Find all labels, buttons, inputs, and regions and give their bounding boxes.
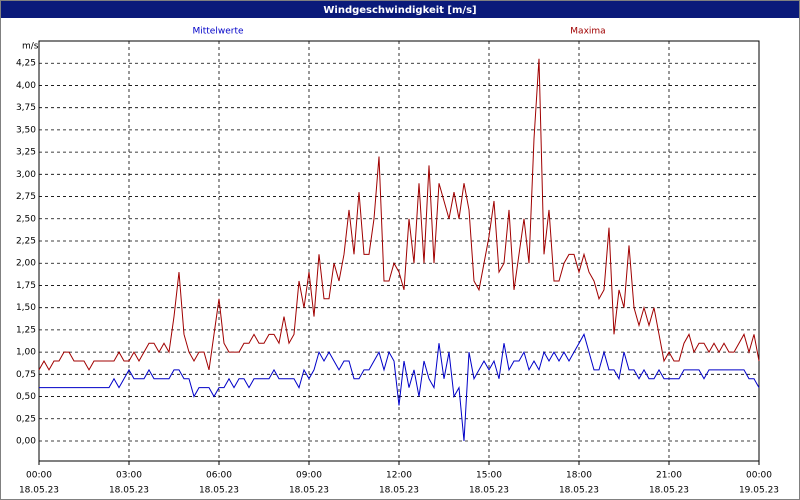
x-tick-label: 00:00 <box>26 471 52 481</box>
x-tick-label: 09:00 <box>296 471 322 481</box>
legend-entry: Mittelwerte <box>192 27 243 37</box>
y-tick-label: 4,25 <box>16 59 36 69</box>
y-tick-label: 4,00 <box>16 81 36 91</box>
y-tick-label: 3,25 <box>16 148 36 158</box>
chart-title: Windgeschwindigkeit [m/s] <box>323 5 476 16</box>
x-tick-date: 18.05.23 <box>559 486 599 496</box>
y-tick-label: 1,25 <box>16 325 36 335</box>
x-tick-date: 18.05.23 <box>199 486 239 496</box>
series-line <box>39 333 760 442</box>
y-tick-label: 2,50 <box>16 214 36 224</box>
title-bar <box>1 1 799 18</box>
x-tick-label: 18:00 <box>566 471 592 481</box>
legend-entry: Maxima <box>570 27 605 37</box>
x-tick-label: 03:00 <box>116 471 142 481</box>
x-tick-label: 21:00 <box>656 471 682 481</box>
y-axis-label: m/s <box>22 42 39 52</box>
x-tick-date: 19.05.23 <box>739 486 779 496</box>
y-tick-label: 2,75 <box>16 192 36 202</box>
x-tick-label: 06:00 <box>206 471 232 481</box>
x-tick-date: 18.05.23 <box>109 486 149 496</box>
x-tick-label: 00:00 <box>746 471 772 481</box>
y-tick-label: 0,75 <box>16 370 36 380</box>
x-tick-date: 18.05.23 <box>19 486 59 496</box>
y-tick-label: 0,50 <box>16 392 36 402</box>
y-tick-label: 1,00 <box>16 348 36 358</box>
x-tick-date: 18.05.23 <box>289 486 329 496</box>
y-tick-label: 0,00 <box>16 437 36 447</box>
x-tick-date: 18.05.23 <box>379 486 419 496</box>
y-tick-label: 2,00 <box>16 259 36 269</box>
y-tick-label: 2,25 <box>16 237 36 247</box>
y-tick-label: 0,25 <box>16 414 36 424</box>
x-tick-date: 18.05.23 <box>469 486 509 496</box>
y-tick-label: 3,00 <box>16 170 36 180</box>
y-tick-label: 1,75 <box>16 281 36 291</box>
y-tick-label: 1,50 <box>16 303 36 313</box>
y-tick-label: 3,50 <box>16 125 36 135</box>
x-tick-label: 12:00 <box>386 471 412 481</box>
y-tick-label: 3,75 <box>16 103 36 113</box>
x-tick-label: 15:00 <box>476 471 502 481</box>
series-line <box>38 58 760 371</box>
x-tick-date: 18.05.23 <box>649 486 689 496</box>
